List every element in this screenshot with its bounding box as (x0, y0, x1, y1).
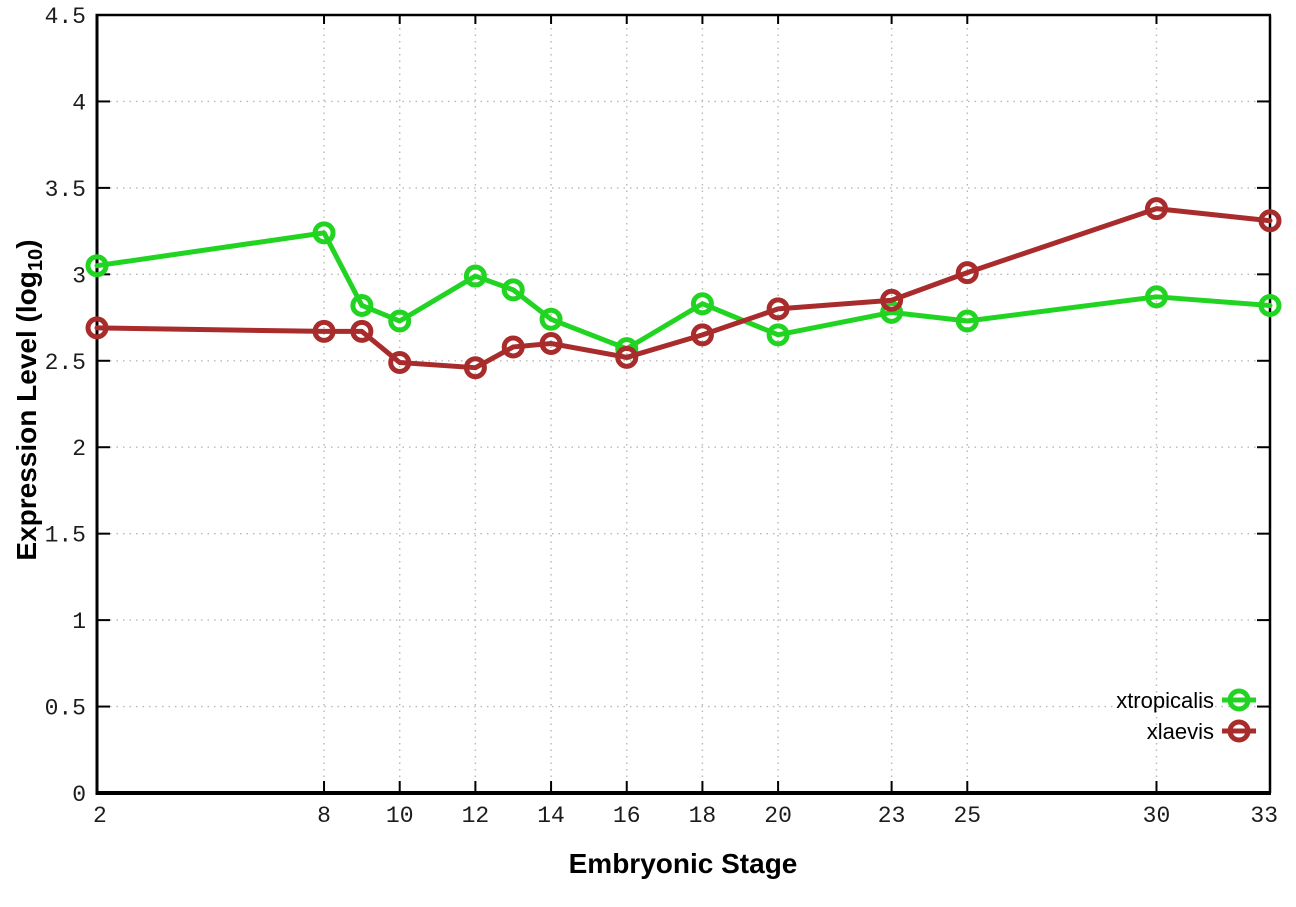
y-axis-title: Expression Level (log10) (11, 239, 47, 561)
x-tick-label: 23 (878, 803, 906, 829)
x-tick-label: 20 (764, 803, 792, 829)
data-point-xlaevis (690, 323, 714, 347)
y-tick-label: 4 (72, 90, 86, 116)
x-axis-title: Embryonic Stage (568, 848, 798, 879)
data-point-xtropicalis (880, 300, 904, 324)
data-point-xtropicalis (1258, 293, 1282, 317)
y-tick-label: 4.5 (45, 4, 86, 30)
x-tick-label: 25 (953, 803, 981, 829)
y-tick-label: 3.5 (45, 177, 86, 203)
y-tick-label: 3 (72, 263, 86, 289)
x-tick-label: 33 (1250, 803, 1278, 829)
data-point-xlaevis (766, 297, 790, 321)
data-point-xtropicalis (501, 278, 525, 302)
legend-marker-xtropicalis (1227, 688, 1251, 712)
x-tick-label: 16 (613, 803, 641, 829)
data-point-xlaevis (880, 288, 904, 312)
legend-label-xtropicalis: xtropicalis (1116, 688, 1214, 713)
data-point-xtropicalis (1144, 285, 1168, 309)
y-axis-title-close-paren: ) (11, 239, 42, 249)
legend-label-xlaevis: xlaevis (1147, 719, 1214, 744)
y-tick-label: 0 (72, 782, 86, 808)
data-point-xlaevis (388, 351, 412, 375)
data-point-xtropicalis (690, 292, 714, 316)
data-point-xlaevis (955, 261, 979, 285)
data-point-xtropicalis (312, 221, 336, 245)
data-point-xlaevis (615, 345, 639, 369)
y-tick-label: 1.5 (45, 523, 86, 549)
data-point-xlaevis (539, 331, 563, 355)
data-point-xtropicalis (388, 309, 412, 333)
x-tick-label: 12 (462, 803, 490, 829)
x-tick-label: 30 (1143, 803, 1171, 829)
data-point-xlaevis (350, 319, 374, 343)
data-point-xtropicalis (539, 307, 563, 331)
data-point-xtropicalis (766, 323, 790, 347)
y-tick-label: 1 (72, 609, 86, 635)
data-point-xtropicalis (350, 293, 374, 317)
x-tick-label: 8 (317, 803, 331, 829)
data-point-xlaevis (501, 335, 525, 359)
x-tick-label: 10 (386, 803, 414, 829)
data-point-xlaevis (1258, 209, 1282, 233)
x-tick-label: 14 (537, 803, 565, 829)
data-point-xlaevis (85, 316, 109, 340)
y-tick-label: 2 (72, 436, 86, 462)
data-point-xlaevis (312, 319, 336, 343)
plot-background (97, 15, 1270, 793)
legend-marker-xlaevis (1227, 719, 1251, 743)
data-point-xtropicalis (85, 254, 109, 278)
data-point-xtropicalis (955, 309, 979, 333)
y-tick-label: 2.5 (45, 350, 86, 376)
y-tick-label: 0.5 (45, 696, 86, 722)
data-point-xlaevis (463, 356, 487, 380)
y-axis-title-text: Expression Level (log (11, 271, 42, 561)
y-axis-title-subscript: 10 (24, 248, 47, 272)
x-tick-label: 18 (689, 803, 717, 829)
data-point-xtropicalis (463, 264, 487, 288)
x-tick-label: 2 (93, 803, 107, 829)
data-point-xlaevis (1144, 197, 1168, 221)
